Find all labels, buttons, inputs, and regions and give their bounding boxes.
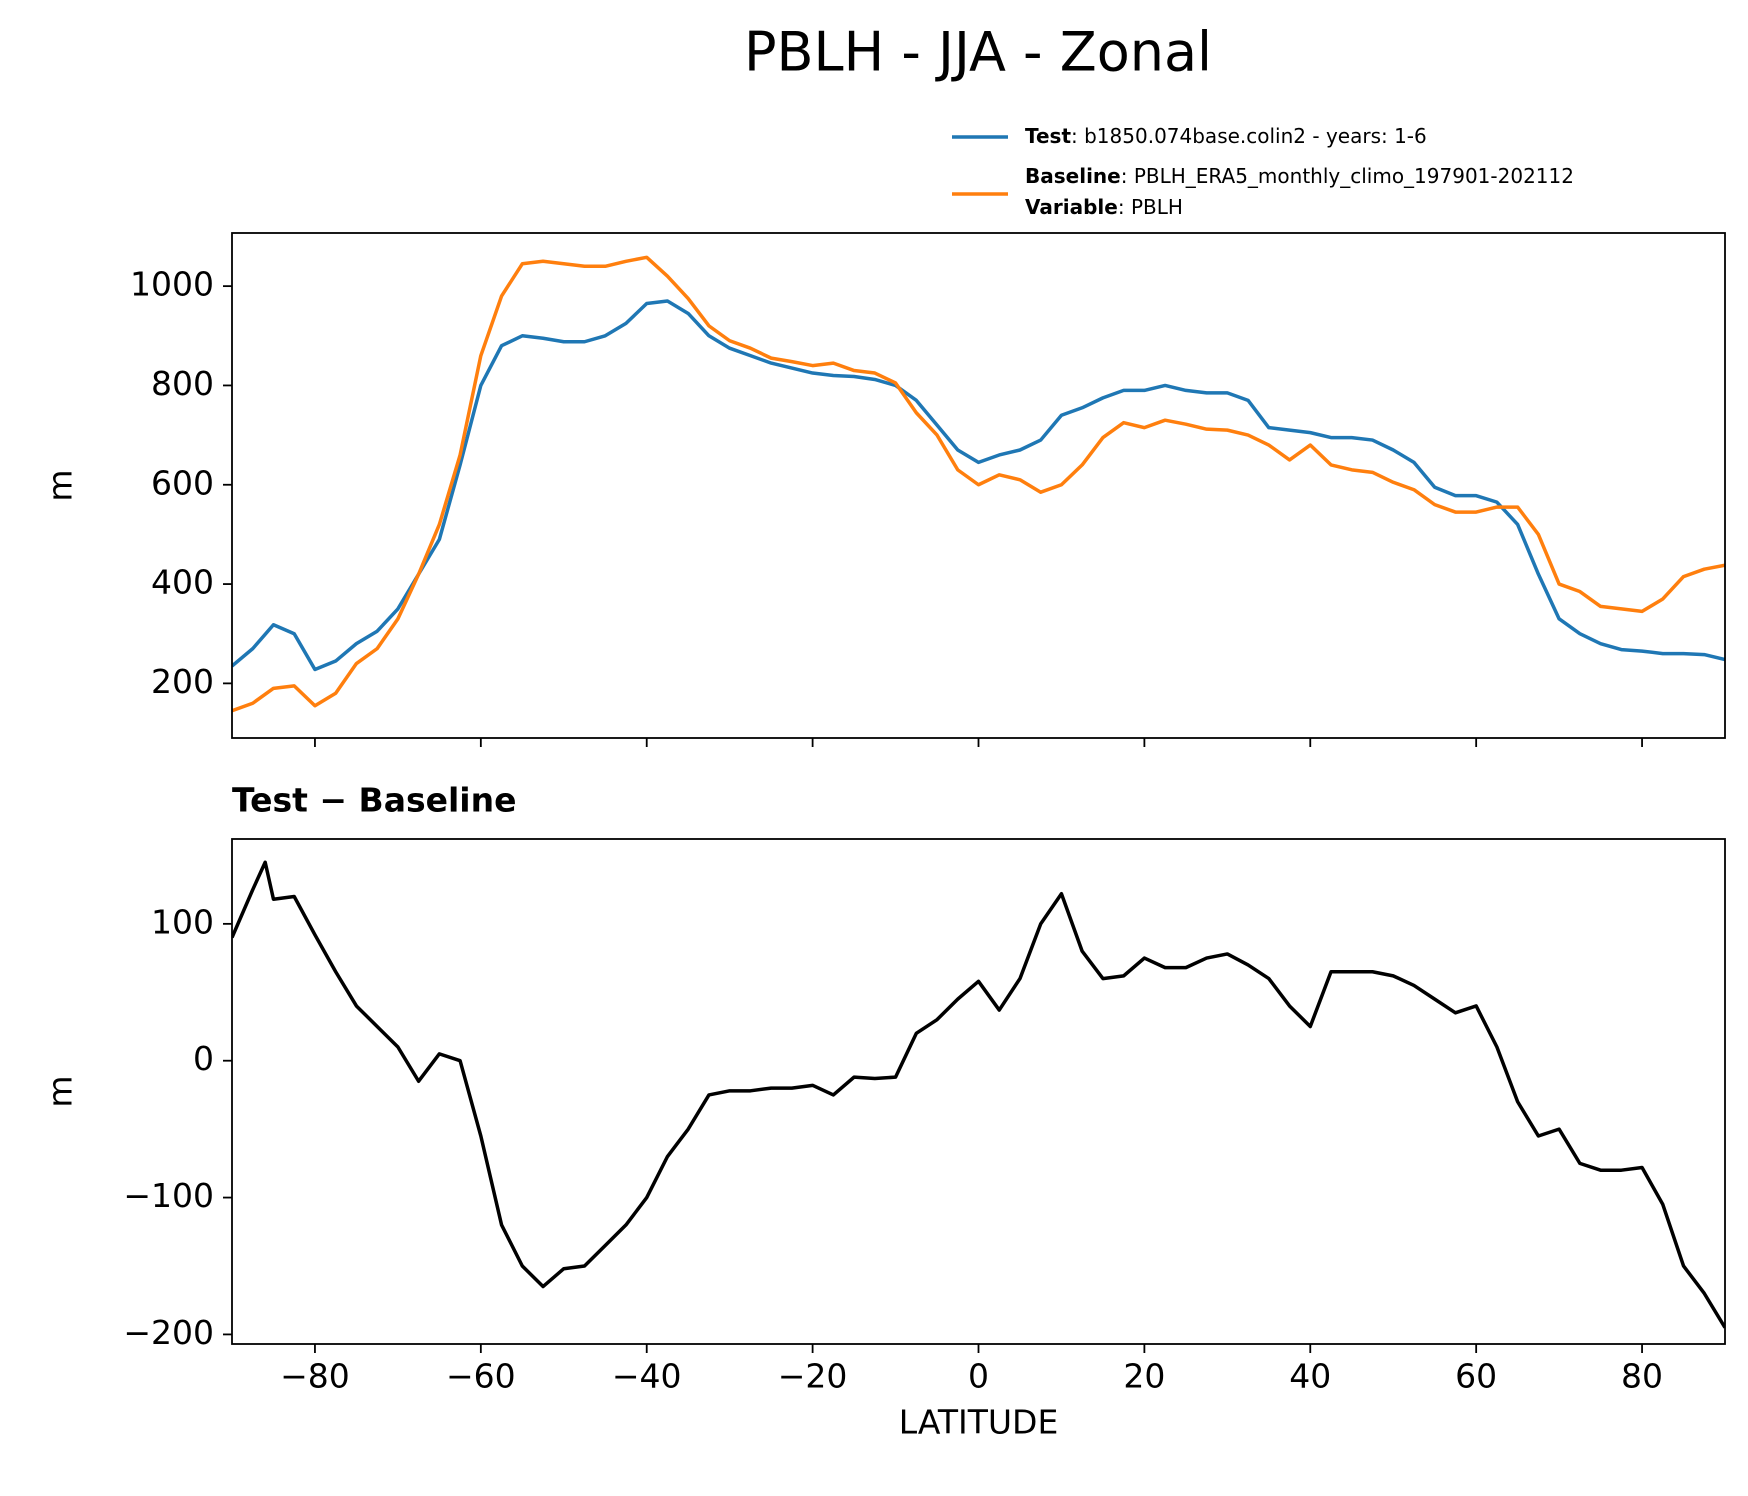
legend-label: Test: b1850.074base.colin2 - years: 1-6 [1025,124,1427,148]
data-line [232,860,1725,1329]
x-tick-label: −40 [612,1357,682,1396]
x-tick-label: 40 [1289,1357,1331,1396]
y-tick-label: 800 [151,364,214,403]
y-tick-label: −200 [123,1313,214,1352]
y-tick-label: 600 [151,463,214,502]
legend-note: Variable: PBLH [1025,195,1183,219]
legend-name: Baseline [1025,164,1121,188]
x-axis-label: LATITUDE [899,1403,1059,1442]
data-line [232,255,1725,713]
y-axis-label: m [41,1075,80,1107]
x-tick-label: −60 [446,1357,516,1396]
y-tick-label: 200 [151,662,214,701]
x-tick-label: −20 [778,1357,848,1396]
x-tick-label: 80 [1621,1357,1663,1396]
legend-name: Test [1025,124,1071,148]
x-tick-label: 20 [1123,1357,1165,1396]
x-tick-label: 0 [968,1357,989,1396]
y-tick-label: 0 [193,1039,214,1078]
legend-description: : b1850.074base.colin2 - years: 1-6 [1071,124,1427,148]
y-tick-label: 400 [151,563,214,602]
y-tick-label: 1000 [130,265,214,304]
legend-note-description: : PBLH [1118,195,1183,219]
data-line [232,299,1725,672]
legend-note-name: Variable [1025,195,1118,219]
y-tick-label: −100 [123,1176,214,1215]
y-tick-label: 100 [151,902,214,941]
y-axis-label: m [41,469,80,501]
x-tick-label: −80 [280,1357,350,1396]
legend-label: Baseline: PBLH_ERA5_monthly_climo_197901… [1025,164,1574,188]
figure-title: PBLH - JJA - Zonal [744,21,1212,84]
x-tick-label: 60 [1455,1357,1497,1396]
legend-description: : PBLH_ERA5_monthly_climo_197901-202112 [1121,164,1574,188]
subplot-title: Test − Baseline [232,781,517,820]
